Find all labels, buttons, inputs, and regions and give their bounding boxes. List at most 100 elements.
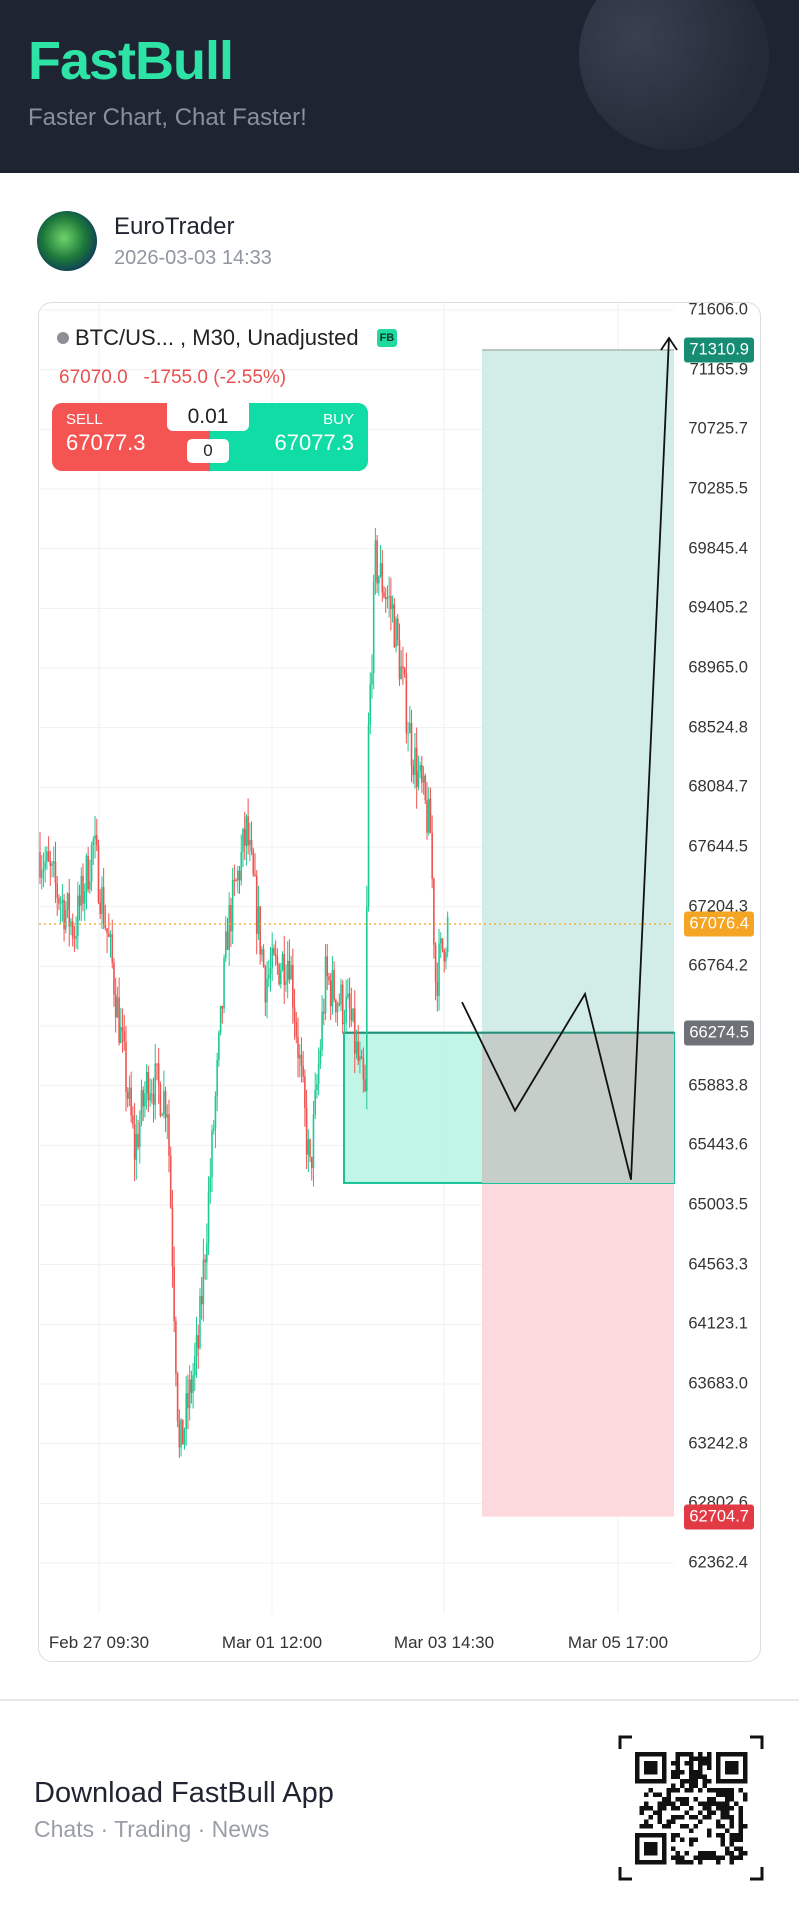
candle-body	[216, 1059, 218, 1097]
qr-module	[684, 1810, 689, 1815]
candle-body	[283, 953, 286, 986]
candle-body	[393, 604, 396, 648]
qr-module	[689, 1842, 694, 1847]
qr-corner-icon	[618, 1735, 632, 1749]
candle-body	[192, 1375, 194, 1393]
candle-body	[269, 967, 272, 975]
candle-body	[147, 1072, 150, 1101]
qr-module	[689, 1828, 694, 1833]
qr-module	[657, 1819, 662, 1824]
qr-module	[689, 1837, 694, 1842]
candle-body	[94, 835, 96, 840]
symbol-name[interactable]: BTC/US...	[75, 325, 175, 350]
qr-module	[662, 1797, 667, 1802]
qr-module	[689, 1783, 694, 1788]
candle-body	[71, 921, 74, 938]
buy-price: 67077.3	[274, 430, 354, 455]
qr-module	[689, 1779, 694, 1784]
candle-body	[403, 668, 406, 674]
candle-body	[310, 1157, 313, 1169]
qr-module	[680, 1860, 685, 1865]
qr-module	[675, 1761, 680, 1766]
fb-badge-icon: FB	[376, 329, 398, 347]
candle-body	[194, 1356, 196, 1376]
candle-body	[99, 902, 101, 915]
candle-body	[321, 1011, 323, 1050]
candle-body	[376, 540, 378, 584]
candle-body	[436, 982, 439, 996]
qr-module	[653, 1810, 658, 1815]
candle-body	[197, 1335, 200, 1349]
candle-body	[326, 956, 329, 977]
qr-module	[648, 1824, 653, 1829]
qr-module	[702, 1774, 707, 1779]
candle-body	[391, 604, 394, 610]
candle-body	[266, 978, 268, 1003]
qr-code[interactable]	[618, 1735, 764, 1881]
spread-value: 0	[187, 439, 229, 463]
trade-panel: SELL 67077.3 BUY 67077.3 0.01 0	[52, 403, 368, 471]
qr-module	[738, 1788, 743, 1793]
qr-module	[716, 1806, 721, 1811]
candle-body	[75, 935, 77, 939]
qr-module	[693, 1797, 698, 1802]
candle-body	[171, 1207, 174, 1267]
candle-body	[353, 1008, 356, 1054]
candle-body	[102, 887, 105, 925]
qr-module	[675, 1833, 680, 1838]
candle-body	[316, 1084, 318, 1091]
qr-module	[662, 1801, 667, 1806]
candle-body	[400, 666, 402, 680]
qr-module	[725, 1851, 730, 1856]
qr-module	[689, 1774, 694, 1779]
qr-module	[689, 1860, 694, 1865]
candle-body	[173, 1266, 175, 1322]
candle-body	[398, 639, 401, 680]
qr-module	[689, 1815, 694, 1820]
qr-module	[675, 1806, 680, 1811]
candle-body	[431, 833, 433, 879]
candle-body	[249, 839, 251, 846]
buy-button[interactable]: BUY 67077.3	[210, 403, 368, 471]
qr-module	[657, 1801, 662, 1806]
y-axis-label: 67644.5	[688, 837, 748, 856]
qr-module	[716, 1801, 721, 1806]
candle-body	[257, 906, 260, 934]
qr-module	[698, 1851, 703, 1856]
qr-module	[702, 1761, 707, 1766]
candle-body	[317, 1063, 320, 1085]
quantity-input[interactable]: 0.01	[167, 403, 249, 431]
candle-body	[419, 765, 421, 772]
avatar[interactable]	[37, 211, 97, 271]
qr-module	[698, 1860, 703, 1865]
candle-body	[247, 816, 249, 846]
sell-button[interactable]: SELL 67077.3	[52, 403, 210, 471]
logo: FastBull	[28, 31, 234, 91]
chart-card[interactable]: BTC/US... , M30, Unadjusted FB 67070.0 -…	[38, 302, 761, 1662]
candle-body	[288, 960, 291, 980]
candle-body	[286, 960, 289, 982]
candle-body	[386, 597, 389, 600]
candle-body	[348, 993, 351, 1009]
y-axis-label: 64563.3	[688, 1255, 748, 1274]
qr-module	[702, 1801, 707, 1806]
qr-module	[684, 1761, 689, 1766]
qr-module	[707, 1765, 712, 1770]
candle-body	[271, 948, 273, 968]
candle-body	[262, 949, 265, 967]
qr-module	[729, 1860, 734, 1865]
candle-body	[126, 1092, 129, 1099]
candle-body	[228, 905, 230, 950]
qr-module	[707, 1752, 712, 1757]
qr-module	[738, 1815, 743, 1820]
price-chart[interactable]	[39, 303, 761, 1662]
candle-body	[221, 1006, 224, 1009]
candle-body	[224, 931, 227, 959]
qr-module	[644, 1801, 649, 1806]
candle-body	[132, 1115, 134, 1125]
author-name[interactable]: EuroTrader	[114, 213, 235, 240]
qr-module	[707, 1761, 712, 1766]
qr-module	[725, 1828, 730, 1833]
x-axis-label: Mar 03 14:30	[393, 1633, 495, 1652]
candle-body	[206, 1243, 208, 1263]
